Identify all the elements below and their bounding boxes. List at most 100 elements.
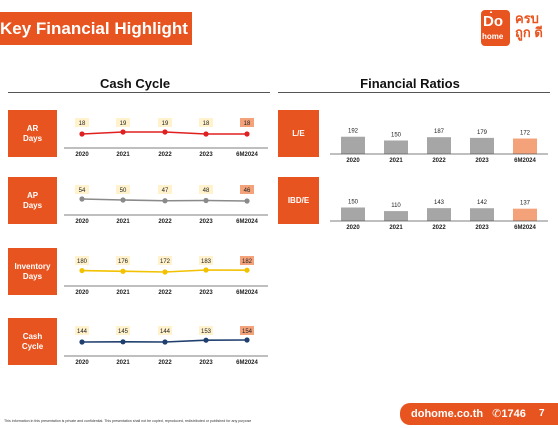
le-bar	[341, 136, 365, 154]
cash-label-bg	[240, 326, 254, 335]
cash-cycle-heading: Cash Cycle	[99, 76, 171, 91]
inventory-label-bg	[199, 256, 213, 265]
ibde-data-label: 143	[434, 200, 445, 206]
ap-label-bg	[240, 185, 254, 194]
ar-data-label: 18	[203, 121, 210, 127]
inventory-data-label: 180	[77, 259, 88, 265]
cash-label-bg	[116, 326, 130, 335]
ibde-data-label: 137	[520, 201, 531, 207]
ap-point	[244, 198, 250, 204]
ap-data-label: 47	[162, 188, 169, 194]
ap-point	[79, 196, 85, 202]
cash-data-label: 144	[77, 329, 88, 335]
ap-tick-label: 2021	[116, 219, 130, 225]
dohome-logo: ▲ Do home	[481, 9, 510, 46]
ibde-data-label: 110	[391, 203, 401, 209]
ibde-tick-label: 2022	[432, 225, 446, 231]
cash-point	[203, 337, 209, 343]
le-tick-label: 2021	[389, 158, 403, 164]
inventory-point	[162, 269, 168, 275]
logo-sub: home	[482, 32, 504, 41]
le-bar	[513, 138, 537, 154]
inventory-label-bg	[116, 256, 130, 265]
ar-label-bg	[116, 118, 130, 127]
le-tick-label: 2022	[432, 158, 446, 164]
ap-data-label: 50	[120, 188, 127, 194]
ap-label-bg	[199, 185, 213, 194]
cash-data-label: 145	[118, 329, 129, 335]
footer-bar	[400, 403, 558, 425]
logo-mark-icon: ▲	[489, 9, 493, 14]
ar-point	[162, 129, 168, 135]
inventory-point	[79, 267, 85, 274]
disclaimer: This information in this presentation is…	[4, 419, 252, 423]
le-bar	[384, 140, 408, 154]
ibde-tick-label: 2023	[475, 225, 489, 231]
ap-data-label: 46	[244, 188, 251, 194]
le-label: L/E	[278, 110, 319, 157]
inventory-tick-label: 2021	[116, 290, 130, 296]
le-data-label: 192	[348, 129, 359, 135]
inventory-point	[203, 267, 209, 273]
inventory-tick-label: 2023	[199, 290, 213, 296]
ibde-tick-label: 6M2024	[514, 225, 536, 231]
ap-label-bg	[158, 185, 172, 194]
cash-data-label: 154	[242, 329, 253, 335]
ibde-bar	[513, 208, 537, 221]
le-bar	[427, 137, 451, 154]
inventory-label-bg	[158, 256, 172, 265]
ap-tick-label: 2022	[158, 219, 172, 225]
cash-label-bg	[75, 326, 89, 335]
ibde-bar	[470, 208, 494, 221]
page-title: Key Financial Highlight	[0, 19, 188, 38]
ibde-data-label: 150	[348, 200, 359, 206]
ap-tick-label: 6M2024	[236, 219, 258, 225]
cash-data-label: 153	[201, 329, 212, 335]
ap-point	[203, 197, 209, 204]
inventory-point	[244, 267, 250, 273]
ap-data-label: 54	[79, 188, 86, 194]
inventory-tick-label: 6M2024	[236, 290, 258, 296]
le-bar	[470, 137, 494, 154]
le-data-label: 150	[391, 133, 402, 139]
cash-label-bg	[158, 326, 172, 335]
ar-point	[79, 131, 85, 137]
cash-data-label: 144	[160, 329, 171, 335]
ar-label-bg	[158, 118, 172, 127]
ar-point	[244, 131, 250, 137]
le-data-label: 172	[520, 131, 531, 137]
ar-point	[120, 129, 126, 135]
ar-label-bg	[240, 118, 254, 127]
ap-point	[162, 198, 168, 204]
cash-tick-label: 2022	[158, 360, 172, 366]
page-number: 7	[539, 408, 545, 419]
ar-tick-label: 2021	[116, 152, 130, 158]
ap-tick-label: 2020	[75, 219, 89, 225]
ibde-bar	[427, 208, 451, 221]
financial-ratios-heading: Financial Ratios	[360, 76, 460, 91]
ar-label-bg	[199, 118, 213, 127]
ap-tick-label: 2023	[199, 219, 213, 225]
ibde-bar	[341, 207, 365, 221]
cash-tick-label: 6M2024	[236, 360, 258, 366]
le-data-label: 179	[477, 130, 488, 136]
cash-tick-label: 2023	[199, 360, 213, 366]
cash-label-bg	[199, 326, 213, 335]
footer-url[interactable]: dohome.co.th ✆1746	[411, 407, 526, 420]
inventory-data-label: 182	[242, 259, 253, 265]
ap-data-label: 48	[203, 188, 210, 194]
phone-icon: ✆	[492, 408, 502, 420]
ar-label: AR Days	[8, 110, 57, 157]
ibde-data-label: 142	[477, 200, 488, 206]
website-link[interactable]: dohome.co.th	[411, 408, 484, 420]
ap-point	[120, 197, 126, 203]
ap-label-bg	[75, 185, 89, 194]
inventory-data-label: 172	[160, 259, 171, 265]
ar-data-label: 18	[79, 121, 86, 127]
